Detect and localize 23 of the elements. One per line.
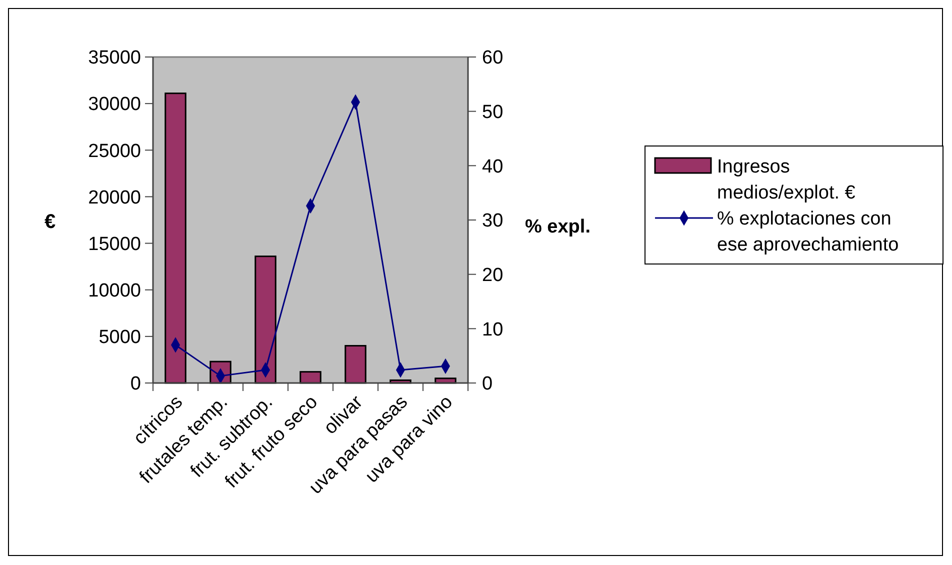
y2-tick-label: 40 [482, 156, 504, 178]
y2-axis-title: % expl. [525, 216, 590, 238]
bar [300, 371, 322, 384]
y-tick-label: 0 [130, 374, 141, 395]
y2-tick-label: 30 [482, 210, 504, 232]
y-axis-title: € [44, 211, 56, 233]
y-tick-label: 25000 [88, 140, 141, 162]
y-tick-label: 5000 [98, 327, 141, 348]
y2-tick-label: 50 [482, 102, 504, 123]
y2-tick-label: 60 [482, 48, 504, 69]
bar [164, 92, 186, 384]
bar [254, 256, 276, 384]
y-tick-label: 35000 [88, 48, 141, 69]
y2-tick-label: 0 [482, 374, 493, 395]
legend-label: % explotaciones con ese aprovechamiento [717, 208, 899, 256]
y-tick-label: 20000 [88, 187, 141, 208]
bar [344, 344, 366, 384]
y2-tick-label: 20 [482, 264, 504, 286]
legend-label: Ingresos medios/explot. € [717, 156, 856, 204]
y-tick-label: 15000 [88, 234, 141, 255]
y-tick-label: 30000 [88, 94, 141, 116]
y2-tick-label: 10 [482, 319, 504, 340]
y-tick-label: 10000 [88, 280, 141, 302]
